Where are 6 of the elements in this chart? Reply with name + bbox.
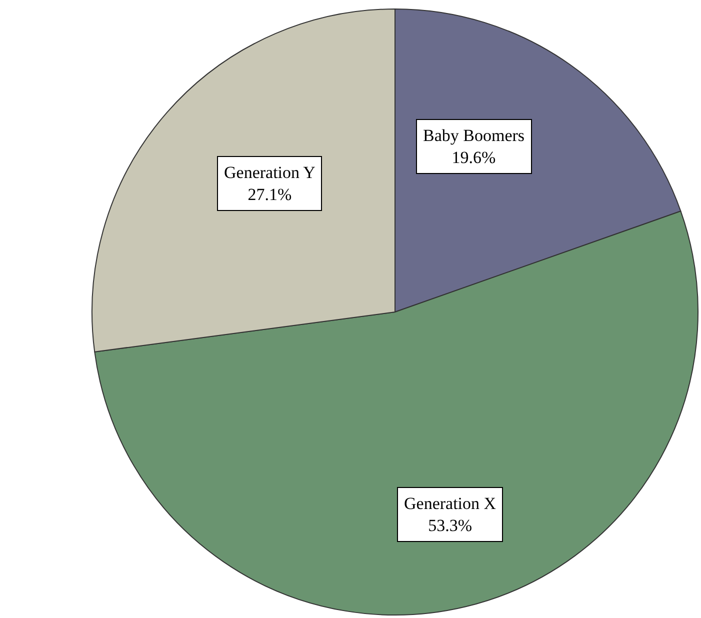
- data-label: 27.1%: [248, 185, 292, 204]
- slice-label: Baby Boomers: [423, 126, 525, 145]
- slice-label: Generation Y: [224, 163, 316, 182]
- data-label: 53.3%: [428, 516, 472, 536]
- slice-label: Generation X: [404, 494, 496, 513]
- data-label: 19.6%: [452, 148, 496, 168]
